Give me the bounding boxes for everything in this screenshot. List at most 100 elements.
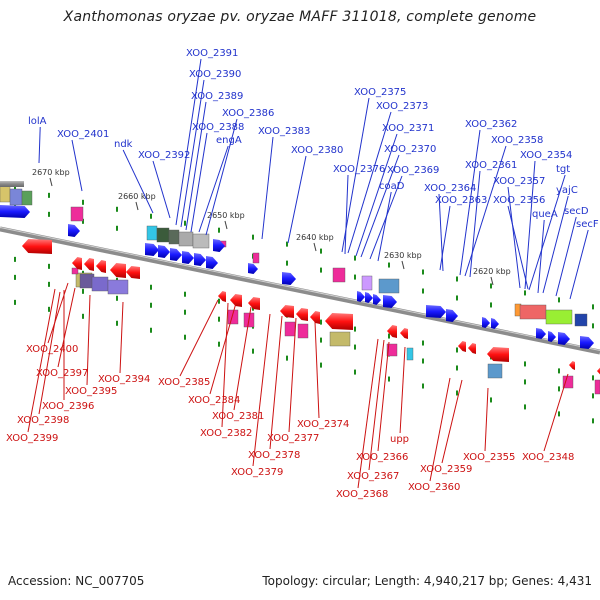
- forward-gene-arrow: [548, 331, 556, 342]
- kbp-tick-label: 2630 kbp: [384, 251, 422, 260]
- kbp-tick-mark: [224, 220, 228, 230]
- tick-dot: [320, 267, 322, 273]
- bottom-gene-label: XOO_2394: [98, 374, 150, 385]
- bottom-gene-label: XOO_2382: [200, 428, 252, 439]
- top-label-leader: [537, 219, 545, 294]
- feature-box: [386, 343, 398, 357]
- reverse-gene-arrow: [296, 308, 308, 321]
- tick-dot: [116, 206, 118, 212]
- feature-box: [406, 347, 414, 361]
- top-gene-label: lolA: [28, 116, 47, 127]
- forward-gene-arrow: [170, 248, 182, 261]
- tick-dot: [524, 290, 526, 296]
- forward-gene-arrow: [145, 243, 159, 256]
- bottom-label-leader: [484, 387, 489, 452]
- bottom-label-leader: [269, 315, 283, 450]
- tick-dot: [116, 295, 118, 301]
- bottom-label-leader: [252, 313, 271, 467]
- tick-dot: [320, 337, 322, 343]
- reverse-gene-arrow: [230, 294, 242, 307]
- top-gene-label: XOO_2380: [291, 145, 343, 156]
- top-label-leader: [122, 149, 154, 214]
- tick-dot: [150, 327, 152, 333]
- feature-box: [146, 225, 158, 241]
- forward-gene-arrow: [482, 317, 490, 328]
- kbp-tick-label: 2660 kbp: [118, 192, 156, 201]
- kbp-tick-label: 2650 kbp: [207, 211, 245, 220]
- kbp-tick-label: 2640 kbp: [296, 233, 334, 242]
- tick-dot: [558, 411, 560, 417]
- genome-title: Xanthomonas oryzae pv. oryzae MAFF 31101…: [63, 9, 537, 25]
- forward-gene-arrow: [426, 305, 446, 318]
- tick-dot: [456, 347, 458, 353]
- bottom-gene-label: XOO_2395: [65, 386, 117, 397]
- top-gene-label: XOO_2356: [493, 195, 545, 206]
- top-label-leader: [507, 205, 529, 290]
- top-gene-label: XOO_2375: [354, 87, 406, 98]
- tick-dot: [490, 302, 492, 308]
- top-label-leader: [71, 139, 83, 192]
- top-label-leader: [261, 136, 274, 240]
- feature-box: [71, 267, 79, 275]
- bottom-label-leaders: [27, 282, 569, 489]
- tick-dot: [490, 283, 492, 289]
- reverse-gene-arrow: [22, 239, 52, 254]
- tick-dot: [524, 404, 526, 410]
- bottom-gene-label: upp: [390, 434, 409, 445]
- tick-dot: [48, 192, 50, 198]
- tick-dot: [218, 298, 220, 304]
- top-label-leaders: [38, 58, 589, 300]
- reverse-gene-arrow: [400, 328, 408, 339]
- top-label-leader: [542, 195, 569, 294]
- tick-dot: [48, 306, 50, 312]
- top-gene-label: XOO_2389: [191, 91, 243, 102]
- reverse-gene-arrow: [487, 347, 509, 362]
- bottom-label-leader: [429, 377, 451, 482]
- bottom-gene-label: XOO_2348: [522, 452, 574, 463]
- tick-dot: [422, 269, 424, 275]
- gene-arrows: [0, 181, 600, 377]
- forward-gene-arrow: [213, 239, 225, 252]
- tick-dot: [218, 316, 220, 322]
- top-label-leader: [205, 118, 238, 236]
- kbp-tick-label: 2620 kbp: [473, 267, 511, 276]
- bottom-gene-label: XOO_2368: [336, 489, 388, 500]
- tick-dot: [82, 313, 84, 319]
- bottom-gene-label: XOO_2355: [463, 452, 515, 463]
- top-gene-label: yajC: [556, 185, 578, 196]
- tick-dot: [524, 361, 526, 367]
- feature-box: [329, 331, 351, 347]
- top-gene-label: queA: [532, 209, 558, 220]
- tick-dot: [490, 397, 492, 403]
- bottom-gene-label: XOO_2381: [212, 411, 264, 422]
- tick-dot: [592, 323, 594, 329]
- top-gene-label: secF: [576, 219, 599, 230]
- bottom-label-leader: [38, 291, 61, 415]
- top-gene-label: XOO_2354: [520, 150, 572, 161]
- tick-dot: [558, 297, 560, 303]
- tick-dot: [286, 260, 288, 266]
- reverse-gene-arrow: [248, 297, 260, 310]
- bottom-gene-label: XOO_2359: [420, 464, 472, 475]
- tick-dot: [82, 199, 84, 205]
- forward-gene-arrow: [373, 294, 381, 305]
- reverse-gene-arrow: [325, 313, 353, 330]
- bottom-gene-label: XOO_2398: [17, 415, 69, 426]
- bottom-label-leader: [119, 301, 124, 374]
- tick-dot: [558, 386, 560, 392]
- top-label-leader: [38, 126, 41, 164]
- forward-gene-arrow: [68, 224, 80, 237]
- forward-gene-arrow: [206, 256, 218, 269]
- tick-dot: [456, 295, 458, 301]
- bottom-label-leader: [179, 299, 219, 377]
- feature-box: [332, 267, 346, 283]
- tick-dot: [150, 302, 152, 308]
- feature-box: [0, 185, 11, 203]
- top-gene-label: XOO_2401: [57, 129, 109, 140]
- feature-box: [252, 252, 260, 264]
- tick-dot: [592, 375, 594, 381]
- kbp-ticks: 2670 kbp 2660 kbp 2650 kbp 2640 kbp 2630 kbp…: [32, 168, 511, 286]
- top-label-leader: [528, 174, 566, 291]
- bottom-gene-label: XOO_2367: [347, 471, 399, 482]
- top-gene-label: XOO_2358: [491, 135, 543, 146]
